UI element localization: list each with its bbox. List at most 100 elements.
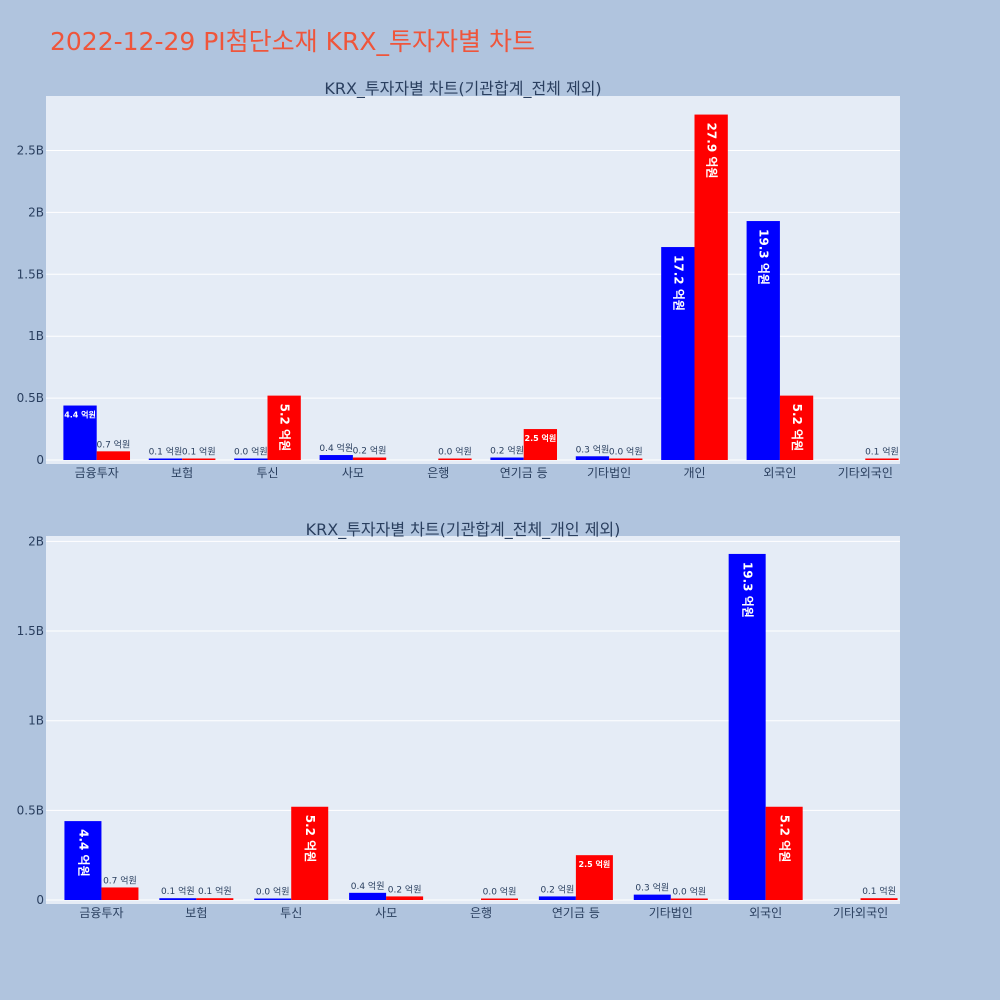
x-tick-label: 기타외국인 [833,906,888,920]
data-label: 4.4 억원 [76,829,90,877]
data-label: 5.2 억원 [778,815,792,863]
bar [661,247,695,460]
data-label: 2.5 억원 [579,859,611,869]
bar [779,395,814,460]
bar [575,855,613,900]
bar [64,821,102,900]
data-label: 0.1 억원 [862,885,896,897]
x-tick-label: 투신 [280,906,302,920]
bar [148,458,183,460]
y-tick-label: 1.5B [17,267,44,281]
data-label: 4.4 억원 [64,410,96,420]
x-tick-label: 투신 [256,466,278,480]
x-tick-label: 금융투자 [79,906,123,920]
bar [765,806,803,900]
y-tick-label: 2.5B [17,143,44,157]
data-label: 5.2 억원 [790,404,804,452]
x-tick-label: 기타법인 [649,906,693,920]
y-tick-label: 1.5B [17,624,44,638]
bar [254,898,292,900]
bar [101,887,139,900]
data-label: 0.4 억원 [351,880,385,892]
page-title: 2022-12-29 PI첨단소재 KRX_투자자별 차트 [50,27,535,56]
bar [523,429,558,460]
x-tick-label: 연기금 등 [552,906,600,920]
bar [728,553,766,900]
bar [481,898,519,900]
data-label: 0.3 억원 [635,882,669,894]
x-tick-label: 외국인 [763,466,796,480]
bar [633,894,671,900]
x-tick-label: 보험 [185,906,207,920]
bar [234,458,268,460]
bar [267,395,301,460]
data-label: 27.9 억원 [705,123,719,179]
data-label: 0.0 억원 [483,886,517,898]
data-label: 0.7 억원 [103,874,137,886]
data-label: 0.4 억원 [319,442,353,454]
data-label: 0.0 억원 [438,446,472,458]
bar [196,898,234,900]
bar [746,221,780,460]
data-label: 0.0 억원 [672,886,706,898]
data-label: 0.0 억원 [609,446,643,458]
x-tick-label: 사모 [375,906,397,920]
bar [291,806,329,900]
bar [438,458,472,460]
data-label: 0.1 억원 [865,446,899,458]
bar [575,456,610,460]
data-label: 0.0 억원 [256,886,290,898]
bar [319,455,353,460]
x-tick-label: 연기금 등 [500,466,548,480]
x-tick-label: 기타외국인 [838,466,893,480]
data-label: 0.1 억원 [182,446,216,458]
bar [670,898,708,900]
x-tick-label: 보험 [171,466,193,480]
bar [352,457,387,460]
bar [386,896,424,900]
y-tick-label: 2B [28,534,44,548]
x-tick-label: 은행 [427,465,449,480]
y-tick-label: 0.5B [17,391,44,405]
bar [63,405,97,460]
x-tick-label: 기타법인 [587,466,631,480]
y-tick-label: 0 [36,893,44,907]
data-label: 0.2 억원 [541,883,575,895]
data-label: 0.0 억원 [234,446,268,458]
y-tick-label: 0.5B [17,803,44,817]
bar [860,898,898,900]
chart-title: KRX_투자자별 차트(기관합계_전체_개인 제외) [306,520,621,540]
chart-2: KRX_투자자별 차트(기관합계_전체_개인 제외) 0 0.5B 1B 1.5B 2B 금… [17,520,900,920]
data-label: 0.1 억원 [149,446,183,458]
data-label: 0.1 억원 [161,885,195,897]
bar [609,458,643,460]
data-label: 0.2 억원 [490,445,524,457]
data-label: 0.2 억원 [353,445,387,457]
bar [490,457,524,460]
bar [182,458,216,460]
x-tick-label: 은행 [470,905,492,920]
chart-title: KRX_투자자별 차트(기관합계_전체 제외) [324,79,601,99]
bar [96,451,131,460]
data-label: 5.2 억원 [303,815,317,863]
data-label: 2.5 억원 [525,433,557,443]
bar [538,896,576,900]
y-tick-label: 0 [36,453,44,467]
bar [159,898,197,900]
data-label: 17.2 억원 [671,255,685,311]
x-tick-label: 사모 [342,466,364,480]
data-label: 0.3 억원 [576,443,610,455]
y-tick-label: 1B [28,714,44,728]
x-tick-label: 금융투자 [75,466,119,480]
y-tick-label: 1B [28,329,44,343]
x-tick-label: 개인 [683,466,705,480]
bar [349,892,387,900]
x-tick-label: 외국인 [749,906,782,920]
data-label: 5.2 억원 [278,404,292,452]
data-label: 0.1 억원 [198,885,232,897]
data-label: 19.3 억원 [741,562,755,618]
data-label: 0.7 억원 [96,438,130,450]
y-tick-label: 2B [28,205,44,219]
chart-1: KRX_투자자별 차트(기관합계_전체 제외) 0 0.5B 1B 1.5B 2B 2.5B… [17,79,900,480]
